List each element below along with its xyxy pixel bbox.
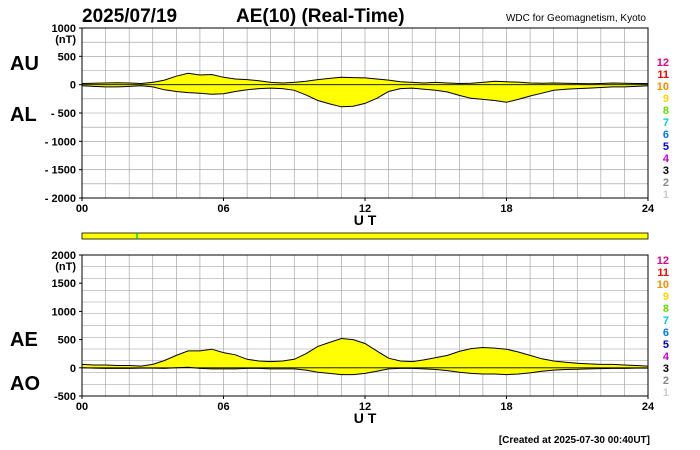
- series-line-au: [81, 72, 648, 85]
- y-tick-label: - 1000: [45, 136, 76, 148]
- series-label-ao: AO: [10, 373, 40, 395]
- x-tick-label: 24: [642, 203, 655, 215]
- station-legend-6: 6: [663, 129, 669, 141]
- series-label-al: AL: [10, 104, 37, 126]
- series-line-al: [81, 85, 649, 108]
- station-legend-4: 4: [663, 153, 670, 165]
- y-tick-label: 0: [70, 363, 76, 375]
- y-tick-label: 1000: [52, 23, 76, 35]
- x-tick-label: 06: [217, 401, 229, 413]
- station-legend-10: 10: [657, 81, 669, 93]
- x-tick-label: 12: [359, 203, 371, 215]
- y-tick-label: - 1500: [45, 165, 76, 177]
- x-tick-label: 18: [500, 401, 512, 413]
- series-label-au: AU: [10, 53, 39, 75]
- data-source: WDC for Geomagnetism, Kyoto: [506, 13, 646, 24]
- y-tick-label: 0: [70, 80, 76, 92]
- series-label-ae: AE: [10, 329, 38, 351]
- station-legend-5: 5: [663, 141, 669, 153]
- y-tick-label: 500: [58, 51, 76, 63]
- station-legend-1: 1: [663, 189, 669, 201]
- availability-bar-fill: [81, 232, 649, 240]
- envelope-area: [82, 73, 648, 107]
- x-tick-label: 00: [76, 203, 88, 215]
- station-legend-2: 2: [663, 375, 669, 387]
- x-tick-label: 24: [642, 401, 655, 413]
- station-legend-7: 7: [663, 315, 669, 327]
- y-tick-label: 2000: [52, 250, 76, 262]
- station-legend-11: 11: [657, 267, 669, 279]
- x-axis-label: U T: [354, 410, 377, 426]
- station-legend-11: 11: [657, 69, 669, 81]
- created-timestamp: [Created at 2025-07-30 00:40UT]: [499, 435, 650, 446]
- y-tick-label: -500: [54, 391, 76, 403]
- station-legend-12: 12: [657, 57, 669, 69]
- station-legend-4: 4: [663, 351, 670, 363]
- series-line-ae: [81, 337, 649, 367]
- station-legend-5: 5: [663, 339, 669, 351]
- chart-title: AE(10) (Real-Time): [236, 6, 405, 27]
- station-legend-9: 9: [663, 93, 669, 105]
- station-legend-1: 1: [663, 387, 669, 399]
- station-legend-7: 7: [663, 117, 669, 129]
- data-availability-bar: [81, 232, 649, 240]
- station-legend-12: 12: [657, 255, 669, 267]
- x-tick-label: 18: [500, 203, 512, 215]
- station-legend-2: 2: [663, 177, 669, 189]
- x-tick-label: 06: [217, 203, 229, 215]
- y-tick-label: 500: [58, 335, 76, 347]
- chart-date: 2025/07/19: [82, 6, 177, 27]
- station-legend-10: 10: [657, 279, 669, 291]
- station-legend-8: 8: [663, 303, 669, 315]
- x-axis-label: U T: [354, 212, 377, 228]
- y-axis-unit: (nT): [55, 34, 76, 46]
- station-legend-9: 9: [663, 291, 669, 303]
- envelope-area: [82, 338, 648, 375]
- y-axis-unit: (nT): [55, 261, 76, 273]
- station-legend-8: 8: [663, 105, 669, 117]
- station-legend-6: 6: [663, 327, 669, 339]
- y-tick-label: 1000: [52, 306, 76, 318]
- au-al-panel: 1000 500 0 - 500 - 1000 - 1500 - 2000 (nT) 00 06 1…: [10, 23, 670, 228]
- x-tick-label: 00: [76, 401, 88, 413]
- y-tick-label: 1500: [52, 278, 76, 290]
- station-legend-3: 3: [663, 363, 669, 375]
- x-tick-label: 12: [359, 401, 371, 413]
- y-tick-label: - 2000: [45, 193, 76, 205]
- station-legend-3: 3: [663, 165, 669, 177]
- y-tick-label: - 500: [51, 108, 76, 120]
